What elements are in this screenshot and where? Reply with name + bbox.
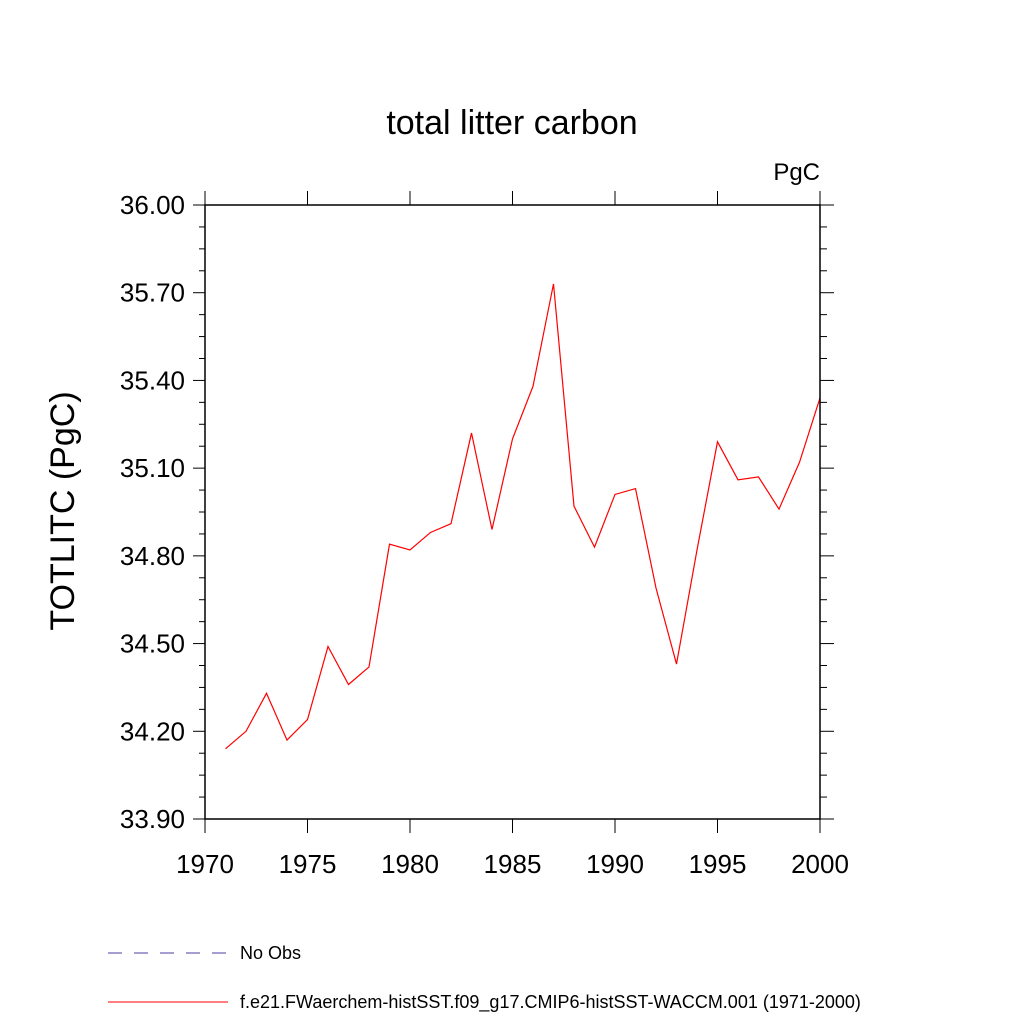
- y-tick-label: 34.20: [120, 716, 185, 746]
- series-lines: [225, 283, 821, 750]
- y-axis-label: TOTLITC (PgC): [44, 391, 82, 630]
- x-tick-label: 1985: [484, 849, 542, 879]
- axis-ticks: [193, 191, 834, 833]
- legend-label-model-run: f.e21.FWaerchem-histSST.f09_g17.CMIP6-hi…: [240, 992, 861, 1013]
- x-tick-label: 1975: [279, 849, 337, 879]
- y-tick-label: 36.00: [120, 190, 185, 220]
- y-tick-labels: 33.90 34.20 34.50 34.80 35.10 35.40 35.70 36.00: [120, 190, 185, 834]
- chart-title: total litter carbon: [386, 104, 637, 142]
- x-tick-label: 1990: [586, 849, 644, 879]
- y-tick-label: 33.90: [120, 804, 185, 834]
- legend-label-no-obs: No Obs: [240, 943, 301, 963]
- units-label: PgC: [773, 159, 820, 186]
- x-tick-label: 1995: [689, 849, 747, 879]
- x-tick-labels: 1970 1975 1980 1985 1990 1995 2000: [176, 849, 849, 879]
- x-tick-label: 2000: [791, 849, 849, 879]
- y-tick-label: 34.50: [120, 629, 185, 659]
- y-tick-label: 35.40: [120, 365, 185, 395]
- y-tick-label: 34.80: [120, 541, 185, 571]
- y-tick-label: 35.10: [120, 453, 185, 483]
- x-tick-label: 1970: [176, 849, 234, 879]
- x-tick-label: 1980: [381, 849, 439, 879]
- legend: No Obs f.e21.FWaerchem-histSST.f09_g17.C…: [108, 943, 861, 1013]
- plot-frame: [204, 204, 821, 820]
- y-tick-label: 35.70: [120, 278, 185, 308]
- series-line: [225, 283, 821, 750]
